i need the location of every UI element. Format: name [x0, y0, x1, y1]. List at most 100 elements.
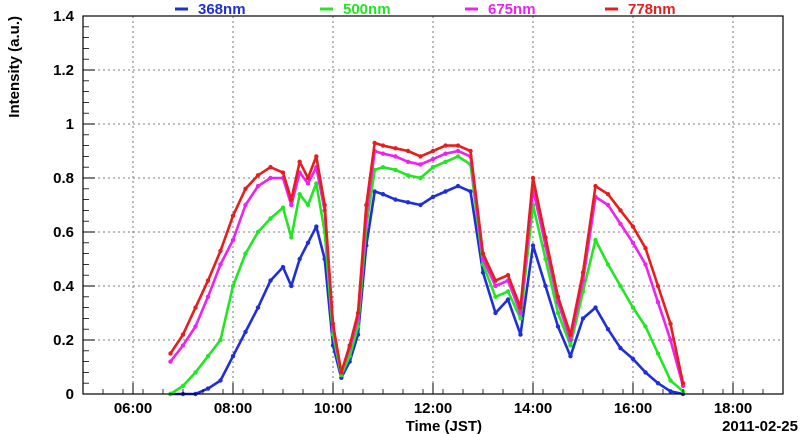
- data-point: [555, 324, 561, 329]
- y-axis-title: Intensity (a.u.): [6, 16, 23, 118]
- data-point: [289, 197, 294, 202]
- y-tick-label: 0.4: [53, 278, 75, 295]
- data-point: [297, 192, 302, 197]
- data-point: [255, 229, 261, 235]
- data-point: [618, 345, 623, 351]
- data-point: [568, 354, 573, 359]
- ticks: [82, 15, 784, 395]
- data-point: [193, 324, 198, 329]
- data-point: [380, 165, 386, 170]
- data-point: [593, 305, 598, 310]
- data-point: [230, 213, 236, 218]
- data-point: [180, 343, 186, 348]
- data-point: [430, 194, 436, 200]
- data-point: [605, 192, 611, 197]
- data-point: [243, 186, 248, 191]
- series-368nm: [168, 183, 686, 397]
- data-point: [289, 235, 294, 240]
- data-point: [380, 143, 386, 148]
- y-tick-label: 0: [66, 386, 74, 403]
- data-point: [280, 170, 286, 175]
- data-point: [305, 202, 311, 208]
- data-point: [393, 146, 398, 151]
- data-point: [405, 148, 411, 154]
- data-point: [643, 324, 648, 329]
- data-point: [668, 321, 673, 326]
- data-point: [505, 297, 511, 302]
- data-point: [480, 251, 486, 256]
- data-point: [255, 305, 261, 310]
- data-point: [630, 224, 636, 229]
- legend: 368nm 500nm 675nm 778nm: [175, 1, 676, 18]
- y-tick-label: 1: [66, 116, 74, 133]
- data-point: [605, 202, 611, 208]
- data-point: [193, 370, 198, 375]
- data-point: [205, 278, 211, 283]
- data-point: [555, 310, 561, 316]
- data-point: [289, 202, 294, 208]
- data-point: [555, 294, 561, 299]
- data-point: [218, 248, 223, 254]
- data-point: [518, 332, 523, 337]
- data-point: [243, 251, 248, 256]
- data-point: [630, 356, 636, 362]
- data-point: [518, 316, 523, 321]
- date-label: 2011-02-25: [722, 418, 798, 434]
- series-layer: [168, 140, 686, 397]
- data-point: [480, 270, 486, 275]
- data-point: [543, 283, 548, 289]
- data-point: [593, 237, 598, 243]
- data-point: [630, 305, 636, 310]
- data-point: [243, 202, 248, 208]
- data-point: [180, 383, 186, 389]
- data-point: [580, 316, 586, 321]
- series-500nm: [168, 154, 686, 397]
- series-line: [170, 184, 684, 396]
- data-point: [230, 237, 236, 243]
- data-point: [455, 183, 461, 189]
- x-tick-label: 06:00: [114, 400, 152, 417]
- data-point: [443, 143, 448, 148]
- data-point: [380, 192, 386, 197]
- data-point: [543, 256, 548, 262]
- data-point: [330, 321, 336, 326]
- data-point: [218, 337, 223, 343]
- x-tick-label: 18:00: [714, 400, 752, 417]
- data-point: [314, 154, 319, 159]
- x-tick-label: 14:00: [514, 400, 552, 417]
- data-point: [430, 165, 436, 170]
- data-point: [405, 159, 411, 164]
- data-point: [643, 246, 648, 251]
- data-point: [268, 165, 273, 170]
- x-tick-label: 08:00: [214, 400, 252, 417]
- data-point: [393, 197, 398, 202]
- data-point: [305, 175, 311, 181]
- data-point: [618, 208, 623, 213]
- data-point: [468, 148, 473, 154]
- data-point: [580, 270, 586, 275]
- y-tick-label: 1.2: [53, 62, 74, 79]
- data-point: [268, 278, 273, 283]
- data-point: [297, 159, 302, 164]
- data-point: [468, 189, 473, 194]
- data-point: [605, 262, 611, 267]
- data-point: [655, 300, 661, 305]
- data-point: [218, 262, 223, 267]
- data-point: [218, 378, 223, 383]
- data-point: [289, 283, 294, 289]
- x-tick-label: 10:00: [314, 400, 352, 417]
- data-point: [205, 386, 211, 391]
- data-point: [455, 148, 461, 154]
- data-point: [297, 256, 302, 262]
- data-point: [193, 305, 198, 310]
- data-point: [643, 262, 648, 267]
- data-point: [493, 278, 498, 283]
- data-point: [243, 329, 248, 335]
- data-point: [655, 351, 661, 356]
- data-point: [443, 151, 448, 156]
- data-point: [505, 289, 511, 294]
- data-point: [518, 305, 523, 310]
- grid: [83, 16, 783, 394]
- data-point: [364, 202, 369, 208]
- data-point: [618, 221, 623, 227]
